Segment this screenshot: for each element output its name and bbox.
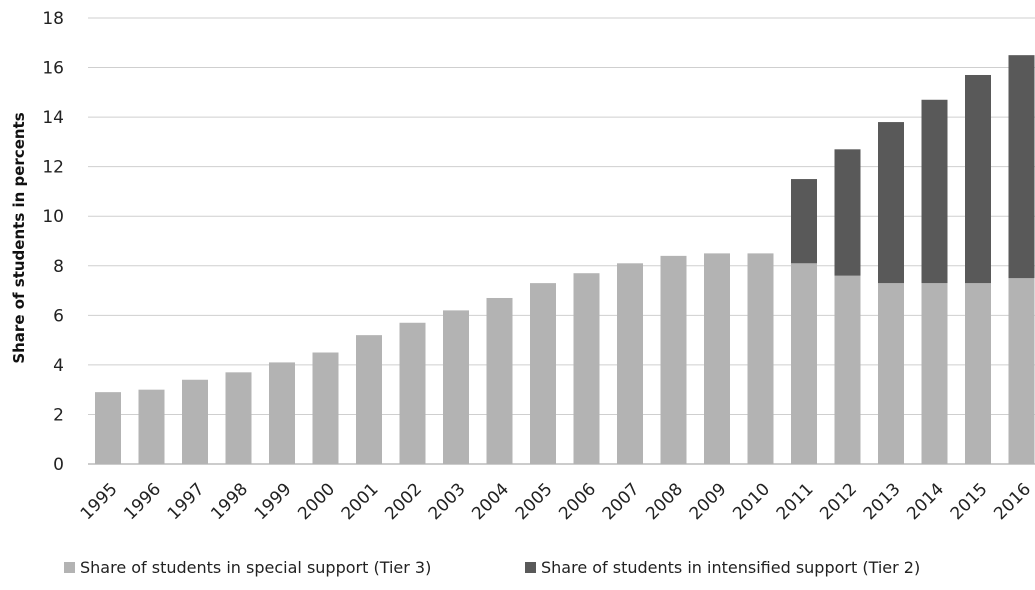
bar-tier3-1997 [182, 379, 208, 464]
bar-tier2-2011 [791, 179, 817, 264]
x-tick-label: 1998 [207, 479, 252, 524]
y-tick-label: 12 [42, 158, 64, 178]
x-tick-label: 2007 [599, 479, 644, 524]
bar-tier3-2016 [1008, 278, 1035, 464]
bar-tier3-1998 [225, 372, 252, 464]
bar-tier3-1999 [269, 362, 295, 464]
bar-tier3-2003 [443, 310, 469, 464]
x-tick-label: 2004 [468, 479, 513, 524]
bar-tier3-2006 [573, 273, 600, 464]
x-tick-label: 2003 [425, 479, 470, 524]
x-tick-label: 2005 [512, 479, 557, 524]
bar-tier3-1995 [95, 392, 121, 464]
x-tick-label: 2002 [381, 479, 426, 524]
x-tick-label: 2015 [947, 479, 992, 524]
x-tick-label: 2001 [338, 479, 383, 524]
bar-tier3-2007 [617, 263, 643, 464]
bar-tier3-2013 [878, 283, 904, 464]
bar-tier3-2002 [399, 322, 426, 464]
x-tick-label: 2010 [729, 479, 774, 524]
y-tick-label: 6 [53, 306, 64, 326]
legend-label-tier2: Share of students in intensified support… [541, 558, 920, 577]
x-tick-label: 2014 [903, 479, 948, 524]
y-tick-label: 4 [53, 356, 64, 376]
x-tick-label: 1995 [77, 479, 122, 524]
legend-swatch-tier2 [525, 562, 536, 573]
legend: Share of students in special support (Ti… [64, 558, 920, 577]
x-tick-label: 2006 [555, 479, 600, 524]
bar-tier3-2011 [791, 263, 817, 464]
x-tick-label: 1997 [164, 479, 209, 524]
bar-tier3-1996 [138, 389, 165, 464]
bar-tier2-2012 [834, 149, 861, 276]
y-tick-label: 8 [53, 257, 64, 277]
x-tick-label: 2013 [860, 479, 905, 524]
y-axis-label: Share of students in percents [10, 112, 28, 363]
y-tick-label: 10 [42, 207, 64, 227]
x-tick-label: 2012 [816, 479, 861, 524]
legend-label-tier3: Share of students in special support (Ti… [80, 558, 431, 577]
bar-tier3-2009 [704, 253, 730, 464]
x-tick-label: 2008 [642, 479, 687, 524]
bar-tier3-2010 [747, 253, 774, 464]
y-axis-ticks: 0 2 4 6 8 10 12 14 16 18 [42, 9, 64, 475]
bar-tier2-2014 [921, 99, 948, 284]
bar-tier2-2015 [965, 74, 991, 284]
y-tick-label: 16 [42, 59, 64, 79]
legend-swatch-tier3 [64, 562, 75, 573]
bar-tier3-2012 [834, 275, 861, 464]
x-tick-label: 1996 [120, 479, 165, 524]
bar-tier3-2014 [921, 283, 948, 464]
x-axis-ticks: 1995199619971998199920002001200220032004… [77, 479, 1035, 524]
y-tick-label: 2 [53, 405, 64, 425]
bar-tier2-2016 [1008, 55, 1035, 279]
bar-tier3-2000 [312, 352, 339, 464]
bars [95, 55, 1035, 464]
bar-tier2-2013 [878, 122, 904, 284]
x-tick-label: 1999 [251, 479, 296, 524]
x-tick-label: 2011 [773, 479, 818, 524]
bar-tier3-2015 [965, 283, 991, 464]
y-tick-label: 18 [42, 9, 64, 29]
bar-tier3-2005 [530, 283, 556, 464]
bar-tier3-2001 [356, 335, 382, 464]
y-tick-label: 0 [53, 455, 64, 475]
y-tick-label: 14 [42, 108, 64, 128]
bar-tier3-2008 [660, 255, 687, 464]
bar-tier3-2004 [486, 297, 513, 464]
x-tick-label: 2009 [686, 479, 731, 524]
x-tick-label: 2016 [990, 479, 1035, 524]
x-tick-label: 2000 [294, 479, 339, 524]
